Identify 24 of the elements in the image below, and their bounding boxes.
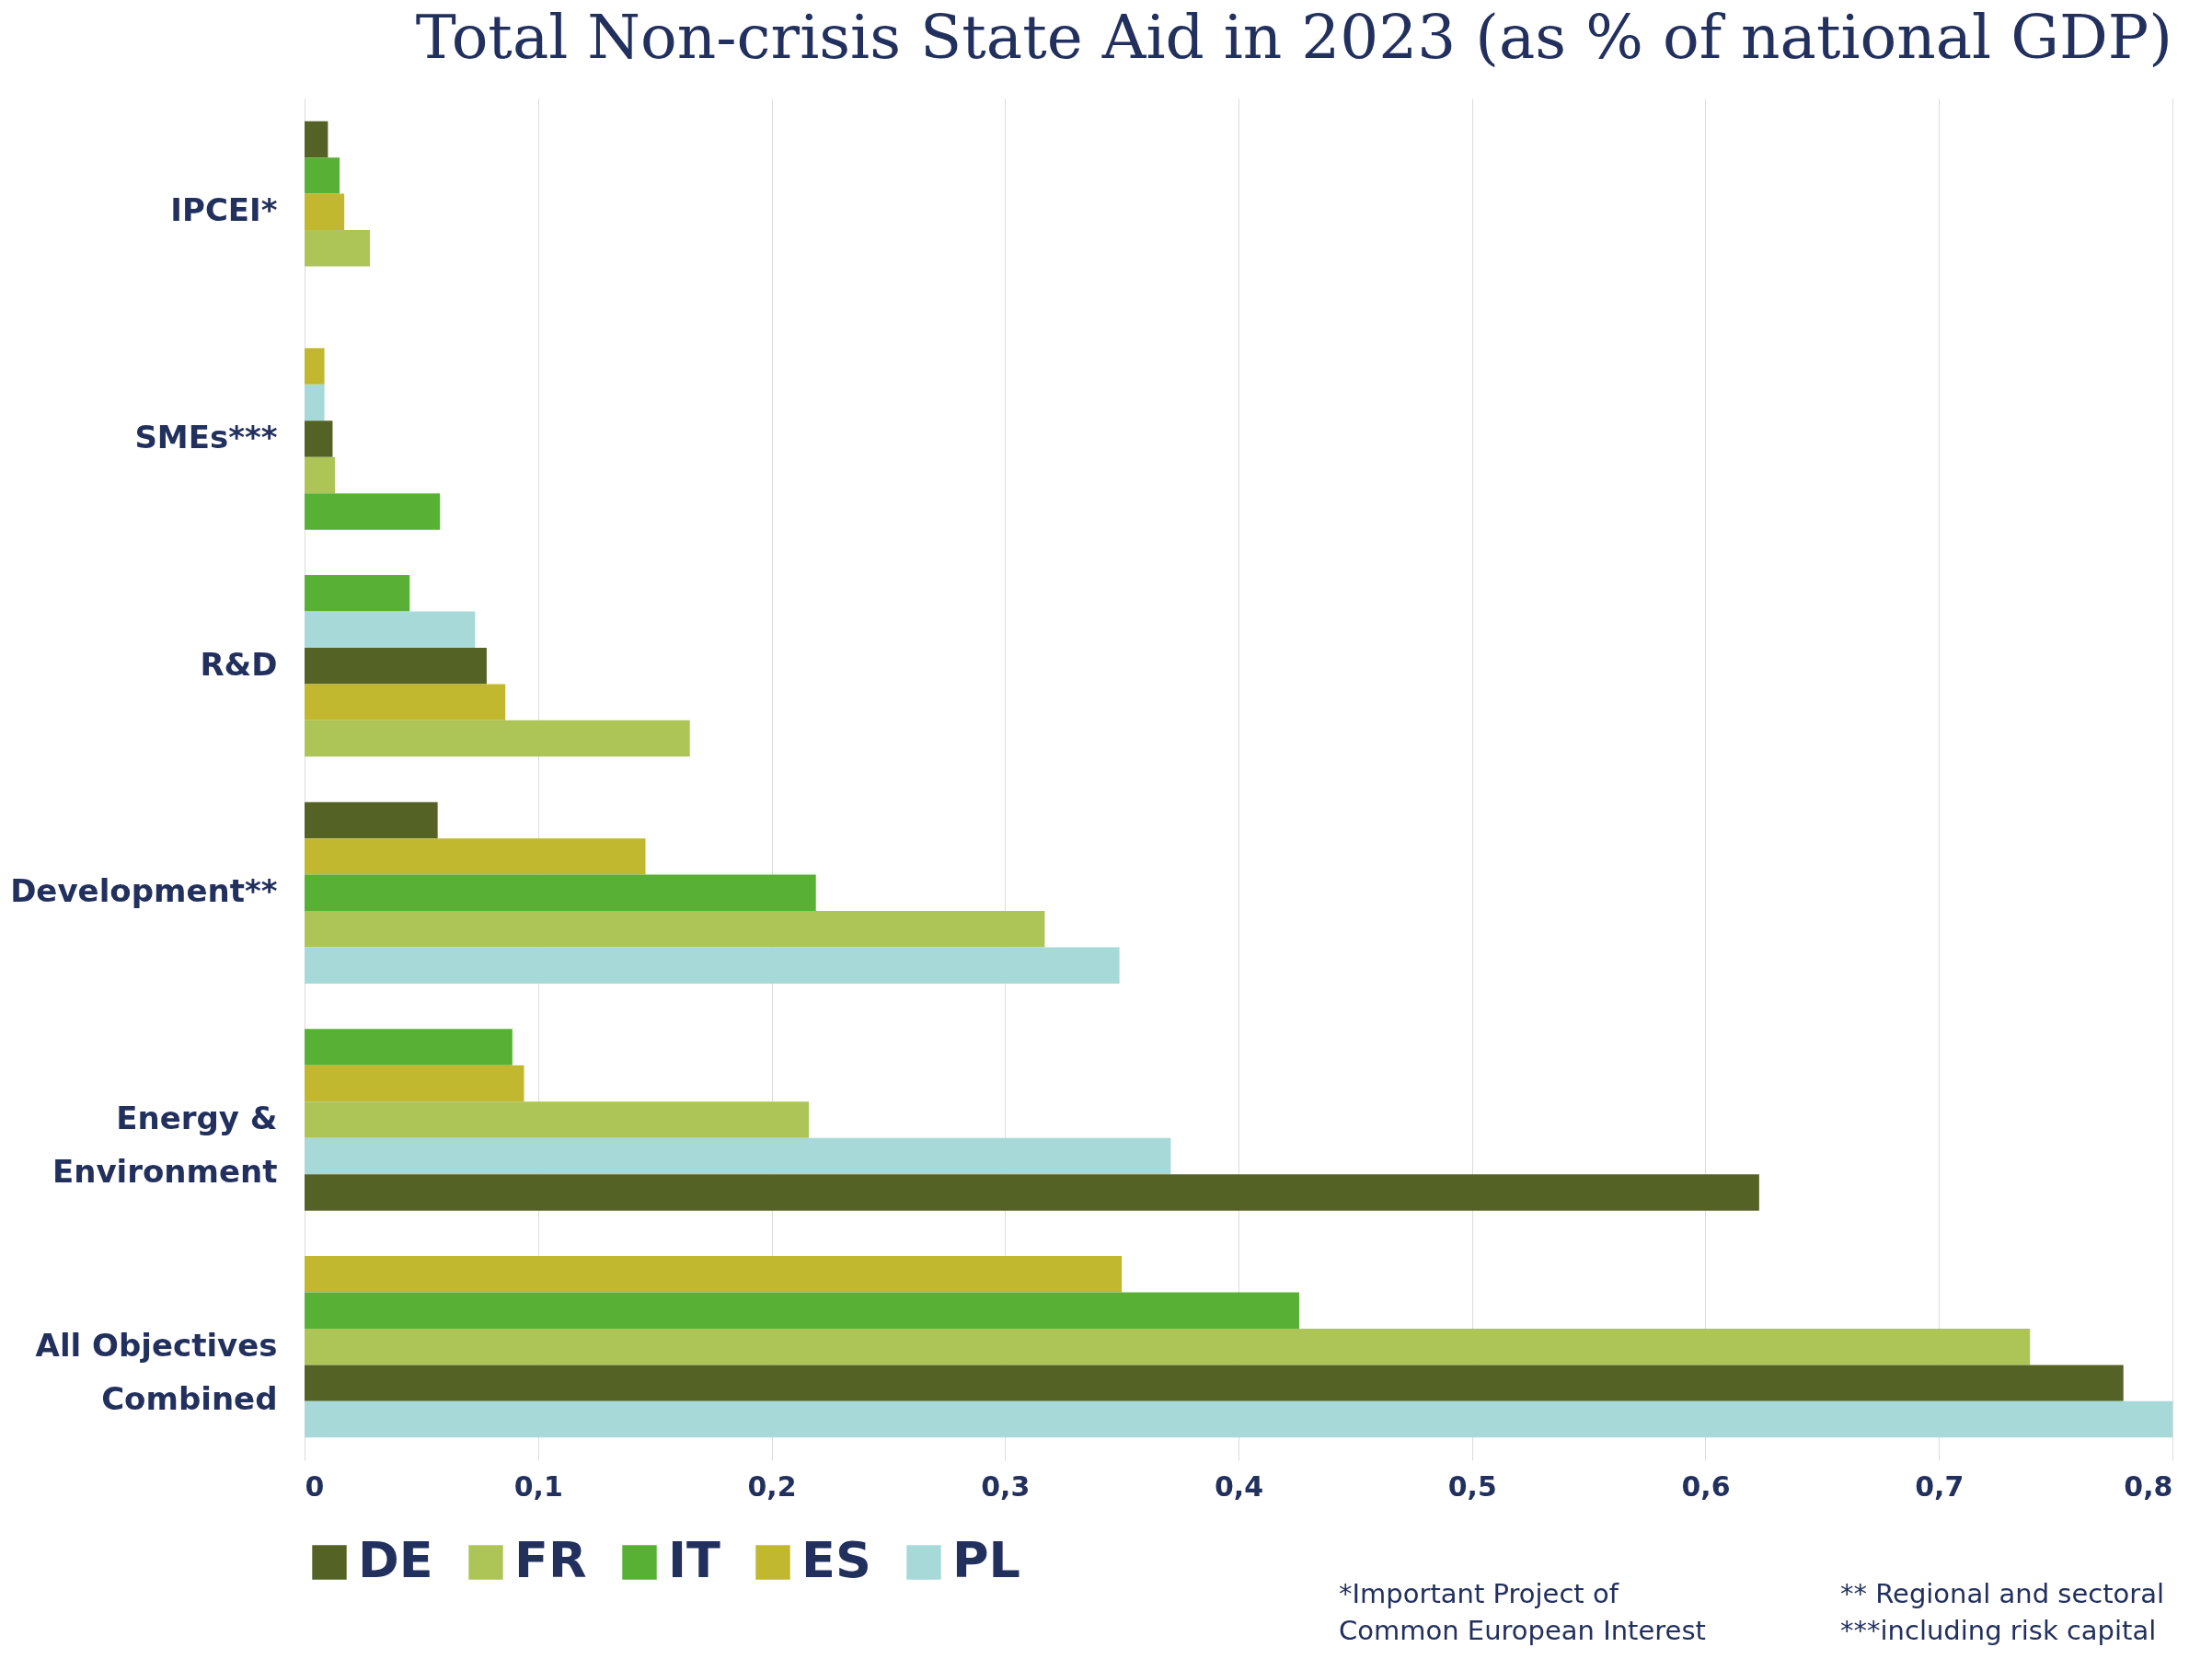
legend-label: ES — [801, 1531, 871, 1589]
y-tick-label: Energy & Environment — [52, 1100, 278, 1190]
text: ** Regional and sectoral — [1840, 1577, 2166, 1611]
x-tick-label: 0,8 — [2124, 1469, 2173, 1503]
legend-label: DE — [358, 1531, 433, 1589]
x-tick-label: 0,4 — [1214, 1469, 1264, 1503]
legend-label: PL — [952, 1531, 1020, 1589]
x-tick-label: 0,7 — [1915, 1469, 1964, 1503]
x-tick-label: 0,2 — [747, 1469, 797, 1503]
y-tick-label: IPCEI* — [170, 191, 278, 229]
y-tick-label: SMEs*** — [134, 419, 278, 455]
y-tick-label: Development** — [10, 872, 278, 910]
legend-label: FR — [514, 1531, 587, 1589]
x-tick-label: 0,1 — [513, 1469, 563, 1503]
y-tick-label: All Objectives Combined — [35, 1326, 278, 1417]
y-tick-label: R&D — [200, 645, 278, 683]
x-tick-label: 0,3 — [981, 1469, 1031, 1503]
text: ***including risk capital — [1840, 1614, 2158, 1648]
x-tick-label: 0 — [305, 1469, 325, 1503]
x-tick-label: 0,5 — [1447, 1469, 1497, 1503]
x-tick-label: 0,6 — [1681, 1469, 1731, 1503]
text: *Important Project of Common European Interest — [1339, 1577, 1707, 1648]
chart-title: Total Non-crisis State Aid in 2023 (as % of national GDP) — [415, 2, 2172, 73]
legend-label: IT — [668, 1531, 721, 1589]
